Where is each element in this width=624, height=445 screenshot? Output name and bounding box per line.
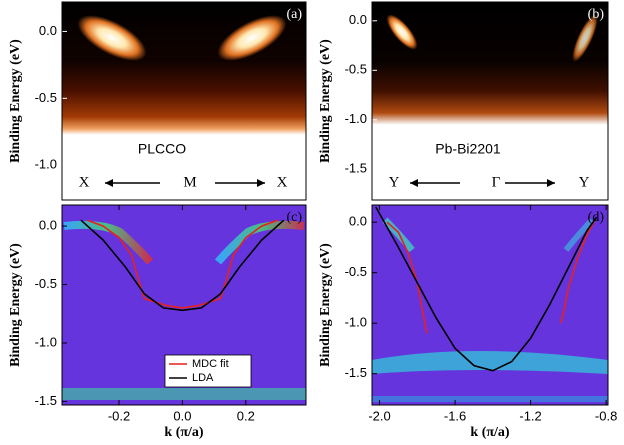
panel-a-image bbox=[62, 2, 306, 200]
y-tick-label: -0.5 bbox=[345, 62, 367, 77]
x-tick-label: -0.8 bbox=[595, 408, 617, 423]
y-tick-label: -0.5 bbox=[35, 276, 57, 291]
legend-box bbox=[164, 354, 252, 388]
x-tick-label: 0.0 bbox=[173, 408, 191, 423]
panel-label: (c) bbox=[286, 210, 302, 225]
y-axis-title: Binding Energy (eV) bbox=[8, 39, 23, 163]
y-axis-title: Binding Energy (eV) bbox=[8, 243, 23, 367]
y-tick-label: -1.0 bbox=[35, 334, 57, 349]
panel-label: (a) bbox=[286, 7, 302, 22]
y-axis-title: Binding Energy (eV) bbox=[318, 243, 333, 367]
y-tick-label: 0.0 bbox=[349, 214, 367, 229]
direction-label: Γ bbox=[492, 174, 501, 190]
direction-label: X bbox=[277, 174, 288, 190]
panel-label: (b) bbox=[588, 7, 605, 22]
x-tick-label: -0.2 bbox=[108, 408, 130, 423]
y-tick-label: -1.0 bbox=[345, 315, 367, 330]
curve bbox=[386, 219, 596, 334]
y-tick-label: 0.0 bbox=[349, 12, 367, 27]
curve bbox=[375, 206, 598, 372]
y-axis-title: Binding Energy (eV) bbox=[318, 39, 333, 163]
x-tick-label: -1.2 bbox=[519, 408, 541, 423]
direction-label: X bbox=[79, 174, 90, 190]
plot-frame bbox=[371, 1, 609, 201]
y-tick-label: -1.5 bbox=[345, 365, 367, 380]
y-tick-label: -1.5 bbox=[35, 393, 57, 408]
legend-label: MDC fit bbox=[192, 358, 229, 370]
panel-b-image bbox=[372, 2, 608, 200]
plot-frame bbox=[61, 204, 307, 406]
sample-label: PLCCO bbox=[138, 141, 186, 157]
y-tick-label: -1.5 bbox=[345, 161, 367, 176]
y-tick-label: -0.5 bbox=[345, 264, 367, 279]
direction-label: M bbox=[183, 174, 196, 190]
y-tick-label: -0.5 bbox=[35, 90, 57, 105]
direction-label: Y bbox=[389, 174, 400, 190]
x-tick-label: 0.2 bbox=[237, 408, 255, 423]
x-axis-title: k (π/a) bbox=[164, 425, 204, 440]
direction-label: Y bbox=[579, 174, 590, 190]
panel-d-image bbox=[372, 205, 608, 405]
y-tick-label: -1.0 bbox=[345, 111, 367, 126]
legend-label: LDA bbox=[192, 372, 214, 384]
curve bbox=[87, 219, 278, 309]
y-tick-label: 0.0 bbox=[39, 217, 57, 232]
x-tick-label: -1.6 bbox=[444, 408, 466, 423]
plot-frame bbox=[371, 204, 609, 406]
panel-label: (d) bbox=[588, 210, 605, 225]
curve bbox=[80, 219, 285, 312]
y-tick-label: 0.0 bbox=[39, 23, 57, 38]
y-tick-label: -1.0 bbox=[35, 157, 57, 172]
plot-frame bbox=[61, 1, 307, 201]
x-tick-label: -2.0 bbox=[368, 408, 390, 423]
sample-label: Pb-Bi2201 bbox=[435, 141, 501, 157]
x-axis-title: k (π/a) bbox=[470, 425, 510, 440]
